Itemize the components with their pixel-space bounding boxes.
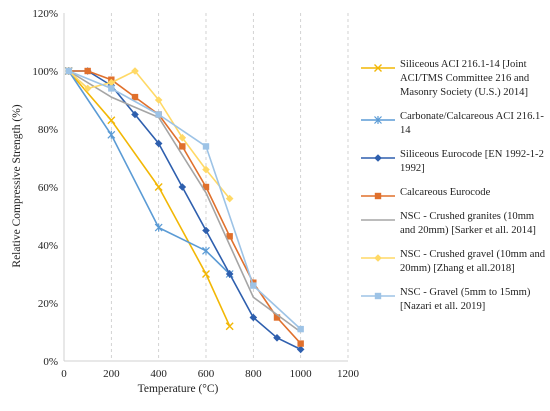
data-point: [179, 143, 186, 150]
data-point: [374, 192, 382, 200]
y-axis-title: Relative Compressive Strength (%): [11, 104, 23, 267]
data-point: [374, 116, 382, 124]
x-tick-label: 200: [103, 368, 120, 380]
series-5: [68, 70, 302, 333]
y-tick-label: 80%: [38, 124, 58, 136]
y-tick-label: 60%: [38, 182, 58, 194]
data-point: [202, 226, 210, 235]
data-point: [374, 154, 382, 162]
data-point: [250, 282, 257, 289]
data-point: [202, 183, 210, 191]
series-line: [68, 70, 302, 330]
legend-item: NSC - Crushed granites (10mm and 20mm) […: [360, 210, 550, 238]
y-tick-label: 100%: [32, 66, 58, 78]
x-tick-label: 0: [61, 368, 67, 380]
data-point: [131, 67, 139, 75]
data-point: [154, 183, 163, 191]
data-point: [202, 143, 210, 150]
legend-swatch: [361, 254, 395, 262]
data-point: [297, 325, 304, 333]
axes: [63, 13, 348, 362]
x-tick-label: 600: [198, 368, 215, 380]
data-point: [273, 334, 281, 342]
legend-swatch: [361, 154, 395, 162]
series-line: [68, 70, 231, 200]
legend-swatch: [361, 64, 395, 72]
legend-label: NSC - Gravel (5mm to 15mm) [Nazari et al…: [400, 287, 531, 312]
data-point: [108, 85, 115, 92]
x-tick-label: 1200: [337, 368, 360, 380]
data-point: [178, 183, 187, 191]
legend-item: NSC - Crushed gravel (10mm and 20mm) [Zh…: [360, 248, 550, 276]
data-point: [107, 130, 116, 139]
data-point: [155, 111, 162, 118]
data-point: [374, 292, 382, 300]
data-point: [131, 93, 139, 101]
data-point: [202, 165, 210, 174]
legend-label: Siliceous ACI 216.1-14 [Joint ACI/TMS Co…: [400, 59, 530, 98]
legend-item: Calcareous Eurocode: [360, 186, 550, 200]
data-point: [297, 340, 304, 347]
data-point: [225, 270, 234, 278]
data-point: [107, 116, 116, 125]
data-point: [84, 67, 91, 75]
data-point: [154, 223, 163, 232]
legend-swatch: [361, 292, 395, 300]
data-point: [226, 233, 233, 240]
data-point: [65, 67, 72, 75]
series-layer: [64, 67, 305, 354]
series-line: [68, 70, 302, 333]
data-point: [225, 322, 234, 331]
series-6: [64, 67, 234, 203]
legend-label: Carbonate/Calcareous ACI 216.1-14: [400, 111, 544, 136]
data-point: [296, 345, 305, 354]
y-tick-label: 20%: [38, 298, 58, 310]
legend-item: Siliceous ACI 216.1-14 [Joint ACI/TMS Co…: [360, 58, 550, 100]
data-point: [202, 246, 210, 255]
data-point: [83, 84, 92, 93]
data-point: [225, 194, 234, 203]
legend-swatch: [361, 219, 395, 221]
legend-item: NSC - Gravel (5mm to 15mm) [Nazari et al…: [360, 286, 550, 314]
data-point: [374, 64, 382, 72]
x-axis-title: Temperature (°C): [138, 383, 219, 395]
data-point: [107, 78, 116, 87]
data-point: [131, 110, 139, 119]
data-point: [273, 314, 281, 321]
x-tick-label: 800: [245, 368, 262, 380]
legend-swatch: [361, 192, 395, 200]
y-tick-labels: 0% 20% 40% 60% 80% 100% 120%: [32, 8, 58, 368]
data-point: [154, 139, 163, 148]
legend-swatch: [361, 116, 395, 124]
legend-item: Carbonate/Calcareous ACI 216.1-14: [360, 110, 550, 138]
data-point: [202, 270, 210, 278]
y-tick-label: 0%: [43, 356, 58, 368]
legend-label: NSC - Crushed granites (10mm and 20mm) […: [400, 211, 536, 236]
x-tick-labels: 0 200 400 600 800 1000 1200: [61, 368, 359, 380]
series-7: [65, 67, 304, 333]
data-point: [178, 133, 187, 142]
data-point: [154, 96, 163, 104]
legend-item: Siliceous Eurocode [EN 1992-1-2 1992]: [360, 148, 550, 176]
legend-label: Calcareous Eurocode: [400, 187, 491, 198]
data-point: [374, 254, 382, 262]
y-tick-label: 120%: [32, 8, 58, 20]
data-point: [249, 313, 258, 322]
x-tick-label: 1000: [290, 368, 313, 380]
x-tick-label: 400: [150, 368, 167, 380]
legend-label: Siliceous Eurocode [EN 1992-1-2 1992]: [400, 149, 544, 174]
legend-label: NSC - Crushed gravel (10mm and 20mm) [Zh…: [400, 249, 546, 274]
y-tick-label: 40%: [38, 240, 58, 252]
legend: Siliceous ACI 216.1-14 [Joint ACI/TMS Co…: [360, 58, 550, 314]
